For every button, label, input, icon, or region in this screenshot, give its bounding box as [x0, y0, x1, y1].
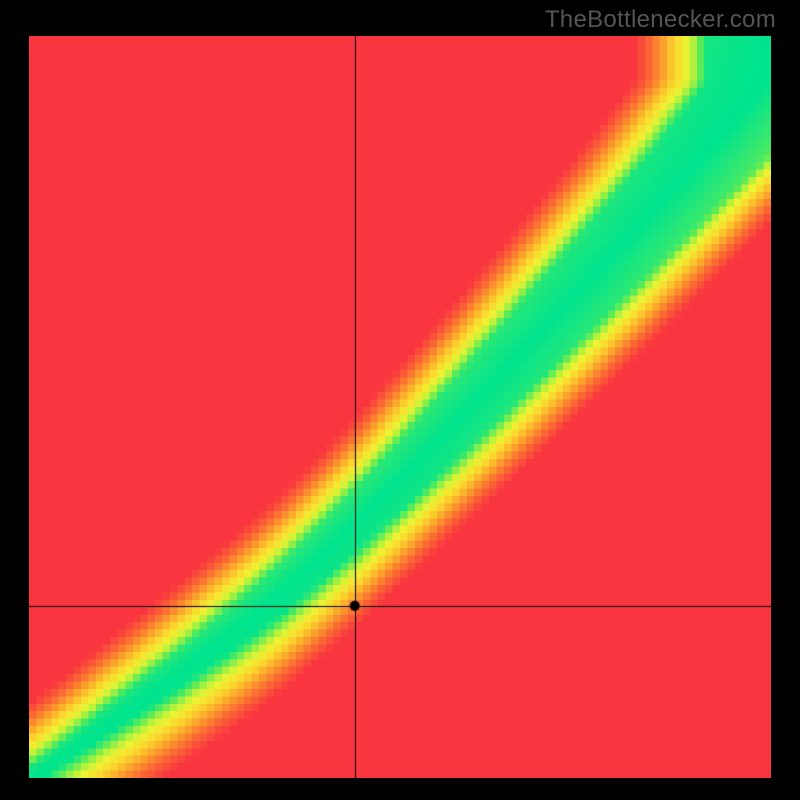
watermark-text: TheBottlenecker.com: [545, 6, 776, 34]
crosshair-overlay: [29, 36, 771, 778]
